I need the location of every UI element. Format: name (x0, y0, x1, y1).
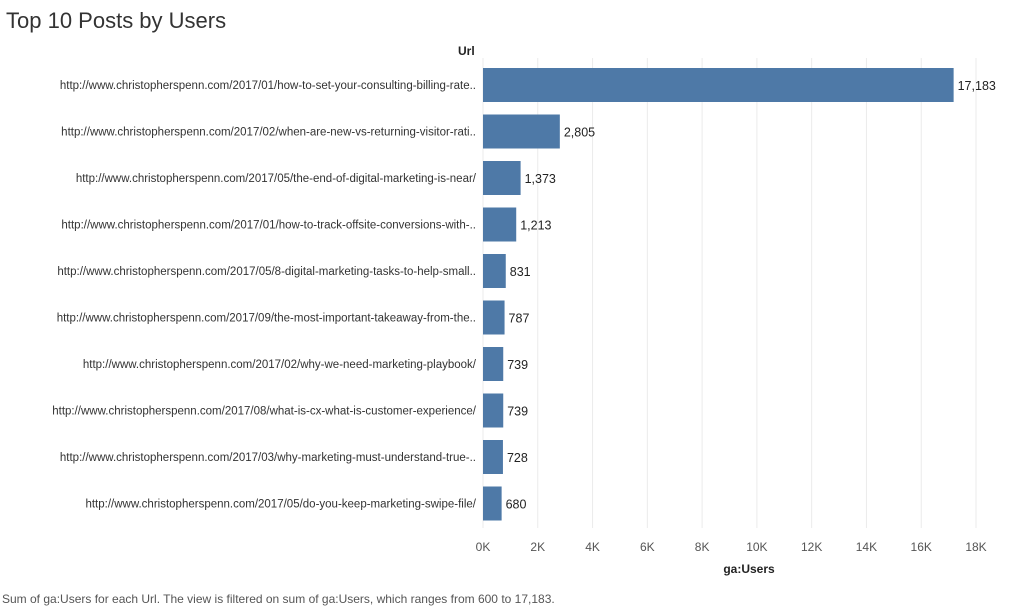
x-tick-label: 14K (856, 540, 877, 554)
category-labels: http://www.christopherspenn.com/2017/01/… (52, 80, 477, 511)
bar[interactable] (483, 68, 954, 102)
x-tick-label: 8K (695, 540, 710, 554)
x-tick-label: 0K (476, 540, 491, 554)
bar[interactable] (483, 114, 560, 149)
value-label: 739 (507, 405, 528, 419)
category-label: http://www.christopherspenn.com/2017/05/… (76, 173, 477, 185)
value-label: 1,373 (525, 172, 556, 186)
category-label: http://www.christopherspenn.com/2017/02/… (83, 359, 477, 371)
x-tick-label: 2K (530, 540, 545, 554)
bars (483, 68, 954, 521)
category-label: http://www.christopherspenn.com/2017/01/… (60, 80, 476, 92)
bar[interactable] (483, 440, 503, 474)
category-label: http://www.christopherspenn.com/2017/09/… (57, 313, 476, 325)
x-tick-label: 4K (585, 540, 600, 554)
bar[interactable] (483, 300, 505, 335)
value-label: 17,183 (958, 79, 996, 93)
chart-title: Top 10 Posts by Users (6, 8, 227, 33)
footnote: Sum of ga:Users for each Url. The view i… (2, 592, 555, 606)
bar[interactable] (483, 486, 502, 521)
x-tick-label: 12K (801, 540, 822, 554)
category-label: http://www.christopherspenn.com/2017/05/… (57, 266, 476, 278)
bar[interactable] (483, 254, 506, 288)
bar[interactable] (483, 393, 504, 428)
value-label: 739 (507, 358, 528, 372)
bar-chart: http://www.christopherspenn.com/2017/01/… (52, 58, 996, 576)
x-tick-label: 18K (965, 540, 986, 554)
x-tick-label: 16K (911, 540, 932, 554)
category-label: http://www.christopherspenn.com/2017/08/… (52, 406, 477, 418)
category-label: http://www.christopherspenn.com/2017/02/… (61, 127, 476, 139)
value-label: 831 (510, 265, 531, 279)
row-header-url: Url (458, 44, 475, 58)
value-labels: 17,183 2,805 1,373 1,213 831 787 739 739 728 680 (506, 79, 996, 512)
bar[interactable] (483, 347, 504, 381)
x-axis-title: ga:Users (723, 562, 775, 576)
value-label: 1,213 (520, 219, 551, 233)
value-label: 728 (507, 451, 528, 465)
category-label: http://www.christopherspenn.com/2017/01/… (61, 220, 476, 232)
x-tick-label: 6K (640, 540, 655, 554)
x-tick-label: 10K (746, 540, 767, 554)
value-label: 680 (506, 498, 527, 512)
bar[interactable] (483, 161, 521, 195)
value-label: 787 (509, 312, 530, 326)
bar[interactable] (483, 207, 517, 242)
category-label: http://www.christopherspenn.com/2017/05/… (85, 499, 476, 511)
x-axis-ticks: 0K 2K 4K 6K 8K 10K 12K 14K 16K 18K (476, 540, 987, 554)
value-label: 2,805 (564, 126, 595, 140)
category-label: http://www.christopherspenn.com/2017/03/… (60, 452, 476, 464)
